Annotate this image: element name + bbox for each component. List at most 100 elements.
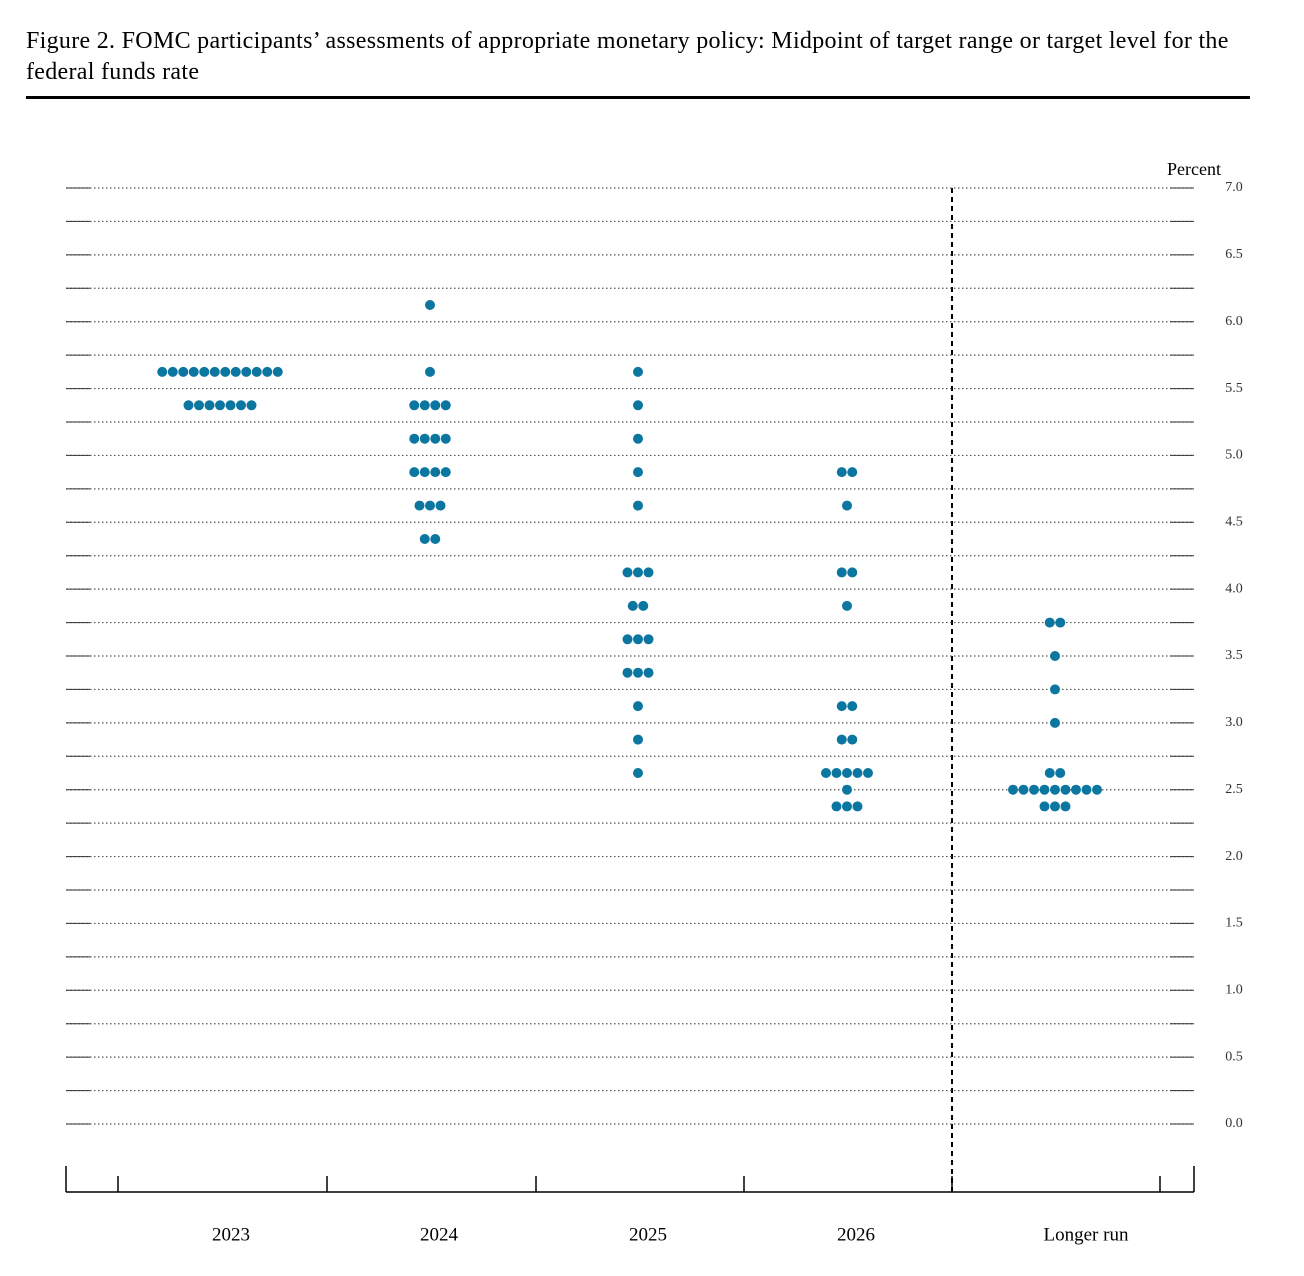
dot xyxy=(1081,784,1092,795)
dot xyxy=(220,366,231,377)
dot xyxy=(643,567,654,578)
dot xyxy=(622,667,633,678)
dot xyxy=(435,500,446,511)
dot xyxy=(821,768,831,778)
dot xyxy=(1050,651,1060,661)
dot xyxy=(633,634,643,645)
dot xyxy=(633,567,643,578)
dot xyxy=(251,366,262,377)
dot xyxy=(414,500,425,511)
dot xyxy=(167,366,178,377)
dot xyxy=(425,300,435,310)
dot xyxy=(1008,784,1018,795)
dot xyxy=(1055,617,1066,628)
dot xyxy=(230,366,241,377)
dot xyxy=(852,801,863,812)
dot xyxy=(188,366,199,377)
dot xyxy=(633,667,643,678)
dot xyxy=(842,801,852,812)
dot xyxy=(643,667,654,678)
dot xyxy=(215,400,225,411)
dot xyxy=(831,801,842,812)
dot xyxy=(836,701,847,712)
y-axis-label: Percent xyxy=(1167,159,1221,179)
dot xyxy=(831,768,842,778)
dot xyxy=(241,366,252,377)
dot xyxy=(852,768,863,778)
dot xyxy=(440,400,451,411)
y-tick-label: 3.5 xyxy=(1225,648,1243,663)
dot xyxy=(1018,784,1029,795)
dot xyxy=(430,400,441,411)
dot xyxy=(1050,801,1060,812)
dot xyxy=(633,500,643,511)
dot xyxy=(1029,784,1039,795)
dot xyxy=(225,400,236,411)
x-tick-label: 2026 xyxy=(837,1224,875,1245)
dot xyxy=(419,467,430,478)
dot xyxy=(204,400,215,411)
dot xyxy=(842,500,852,511)
y-tick-label: 2.0 xyxy=(1225,849,1243,864)
dot xyxy=(419,400,430,411)
y-tick-label: 0.0 xyxy=(1225,1116,1243,1131)
dot xyxy=(622,634,633,645)
dot xyxy=(633,366,643,377)
dot xyxy=(199,366,210,377)
y-tick-label: 5.0 xyxy=(1225,448,1243,463)
y-tick-label: 1.5 xyxy=(1225,916,1243,931)
dot xyxy=(1050,684,1060,695)
dot xyxy=(409,400,420,411)
x-tick-label: Longer run xyxy=(1044,1224,1129,1245)
y-tick-label: 2.5 xyxy=(1225,782,1243,797)
dot xyxy=(440,467,451,478)
y-tick-label: 4.5 xyxy=(1225,515,1243,530)
dot xyxy=(863,768,873,778)
dot xyxy=(236,400,246,411)
dot xyxy=(842,600,852,611)
dot xyxy=(183,400,194,411)
dot xyxy=(272,366,283,377)
dot xyxy=(440,433,451,444)
dot xyxy=(425,500,435,511)
dot xyxy=(1044,617,1055,628)
dot xyxy=(209,366,220,377)
dot xyxy=(847,734,858,745)
dot xyxy=(1039,801,1050,812)
dot xyxy=(409,433,420,444)
dot xyxy=(627,600,638,611)
dot xyxy=(430,534,441,544)
dot xyxy=(1039,784,1050,795)
dot xyxy=(157,366,168,377)
x-tick-label: 2025 xyxy=(629,1224,667,1245)
y-tick-label: 6.0 xyxy=(1225,314,1243,329)
dot xyxy=(842,768,852,778)
x-tick-label: 2024 xyxy=(420,1224,459,1245)
dot xyxy=(836,734,847,745)
dot xyxy=(842,784,852,795)
dot xyxy=(633,734,643,745)
x-tick-label: 2023 xyxy=(212,1224,250,1245)
dot xyxy=(638,600,649,611)
dot xyxy=(643,634,654,645)
dot xyxy=(430,467,441,478)
y-tick-label: 5.5 xyxy=(1225,381,1243,396)
dot xyxy=(847,701,858,712)
dot xyxy=(1050,784,1060,795)
dot xyxy=(1050,717,1060,728)
y-tick-label: 4.0 xyxy=(1225,581,1243,596)
dot xyxy=(178,366,189,377)
dot xyxy=(1055,768,1066,778)
dot xyxy=(1060,784,1071,795)
dot xyxy=(633,768,643,778)
dot xyxy=(425,366,435,377)
dot xyxy=(262,366,273,377)
dot xyxy=(633,467,643,478)
y-tick-label: 6.5 xyxy=(1225,247,1243,262)
dot xyxy=(246,400,257,411)
dot xyxy=(1044,768,1055,778)
dot xyxy=(419,433,430,444)
dot xyxy=(847,567,858,578)
y-tick-label: 7.0 xyxy=(1225,180,1243,195)
